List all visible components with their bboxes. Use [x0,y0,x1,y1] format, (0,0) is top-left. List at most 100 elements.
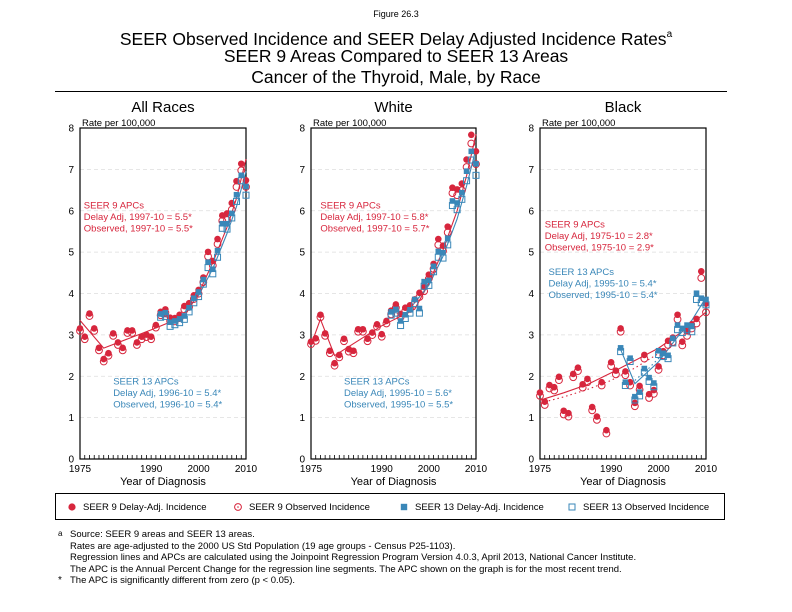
data-point-seer9-delay-adj [368,329,376,336]
data-point-seer13-observed [439,254,447,262]
trend-line-seer13-fit [620,297,707,385]
data-point-seer13-delay-adj [402,311,409,318]
data-point-seer9-observed [147,335,156,344]
data-point-seer13-observed [397,322,405,330]
data-point-seer13-delay-adj [463,168,470,174]
data-point-seer13-delay-adj [176,316,183,322]
data-point-seer13-delay-adj [219,220,226,227]
data-point-seer13-observed [209,270,217,278]
data-point-seer9-observed [316,313,325,322]
data-point-seer9-delay-adj [697,268,705,275]
x-axis-label: Year of Diagnosis [580,476,666,488]
legend-label: SEER 9 Observed Incidence [249,501,370,513]
data-point-seer13-delay-adj [435,248,442,255]
figure-label: Figure 26.3 [373,9,419,19]
apc-annotation-line: Observed, 1995-10 = 5.5* [344,400,453,411]
data-point-seer9-observed [434,240,443,249]
data-point-seer13-observed [387,311,395,319]
data-point-seer9-delay-adj [228,199,236,207]
apc-annotation-seer9: SEER 9 APCs Delay Adj, 1975-10 = 2.8* Obse… [545,219,654,253]
data-point-seer13-observed [458,195,466,203]
y-tick-label: 6 [68,206,74,217]
data-point-seer9-observed [574,367,582,375]
data-point-seer9-observed [118,346,127,355]
data-point-seer9-delay-adj [467,131,475,139]
y-tick-label: 7 [68,165,74,176]
data-point-seer9-delay-adj [237,160,245,168]
data-point-seer9-observed [607,362,616,370]
data-point-seer9-observed [616,327,625,336]
data-point-seer9-delay-adj [331,359,338,367]
data-point-seer13-delay-adj [693,290,700,297]
data-point-seer13-observed [401,314,409,322]
legend-item-seer9-delay: SEER 9 Delay-Adj. Incidence [66,501,207,513]
data-point-seer13-observed [669,339,677,347]
data-point-seer9-observed [645,394,653,402]
y-tick-label: 8 [68,124,74,135]
data-point-seer9-observed [335,353,344,362]
apc-annotation-line: Delay Adj, 1997-10 = 5.5* [84,212,192,223]
data-point-seer13-observed [228,214,236,222]
data-point-seer9-observed [137,335,146,344]
data-point-seer13-observed [453,206,461,214]
data-point-seer13-delay-adj [698,295,705,302]
data-point-seer13-observed [392,309,400,317]
data-point-seer13-observed [161,312,169,320]
footnote: a Source: SEER 9 areas and SEER 13 areas. [58,529,636,541]
data-point-seer9-observed [559,410,568,419]
data-point-seer9-delay-adj [105,349,112,357]
title-text: SEER Observed Incidence and SEER Delay A… [119,29,667,49]
legend: SEER 9 Delay-Adj. Incidence SEER 9 Obser… [55,493,725,520]
y-tick-label: 2 [68,372,74,383]
data-point-seer9-delay-adj [340,335,348,343]
y-tick-label: 2 [299,372,305,383]
y-tick-label: 4 [68,289,74,300]
footnote: Regression lines and APCs are calculated… [58,552,636,564]
x-tick-label: 1990 [140,464,163,475]
data-point-seer9-observed [358,327,367,336]
data-point-seer9-observed [349,349,358,358]
data-point-seer13-delay-adj [191,295,197,302]
y-tick-label: 0 [299,455,305,466]
data-point-seer13-delay-adj [646,374,652,381]
data-point-seer9-observed [569,373,578,382]
data-point-seer9-delay-adj [152,321,160,329]
data-point-seer9-observed [540,401,549,409]
footnote-mark: a [58,529,63,538]
title-divider [55,91,727,92]
apc-annotation-line: Observed, 1975-10 = 2.9* [545,242,654,253]
data-point-seer9-observed [344,347,353,356]
data-point-seer9-observed [649,389,658,398]
y-tick-label: 3 [68,330,74,341]
data-point-seer9-observed [85,312,94,320]
data-point-seer9-delay-adj [90,325,98,332]
panel-title: White [374,99,412,116]
data-point-seer9-observed [545,384,554,393]
title-footnote-mark: a [666,29,673,40]
y-axis-label: Rate per 100,000 [82,118,155,129]
y-tick-label: 3 [528,330,534,341]
apc-annotation-line: SEER 9 APCs [320,201,380,212]
apc-annotation-seer9: SEER 9 APCs Delay Adj, 1997-10 = 5.8* Obse… [320,201,429,235]
y-tick-label: 1 [528,413,534,424]
apc-annotation-line: Observed, 1997-10 = 5.5* [84,224,193,235]
data-point-seer13-delay-adj [670,335,676,342]
chart-title-line2: SEER 9 Areas Compared to SEER 13 Areas [223,46,569,66]
data-point-seer9-observed [578,383,587,392]
x-tick-label: 1975 [300,464,323,475]
y-tick-label: 6 [528,206,534,217]
data-point-seer13-observed [430,268,438,276]
data-point-seer13-delay-adj [655,347,662,354]
data-point-seer9-observed [128,329,137,337]
data-point-seer13-delay-adj [195,289,202,295]
data-point-seer9-observed [242,183,250,191]
trend-line-seer13-fit [160,171,247,319]
data-point-seer13-delay-adj [205,259,211,266]
y-tick-label: 1 [68,413,74,424]
data-point-seer13-observed [640,368,648,376]
data-point-seer9-delay-adj [472,148,480,155]
data-point-seer13-observed [157,313,165,321]
data-point-seer9-observed [363,337,372,346]
data-point-seer9-delay-adj [373,320,381,328]
charts-area: All Races Rate per 100,000 0 1 2 3 4 5 6 7 8 1975 19… [68,99,717,488]
